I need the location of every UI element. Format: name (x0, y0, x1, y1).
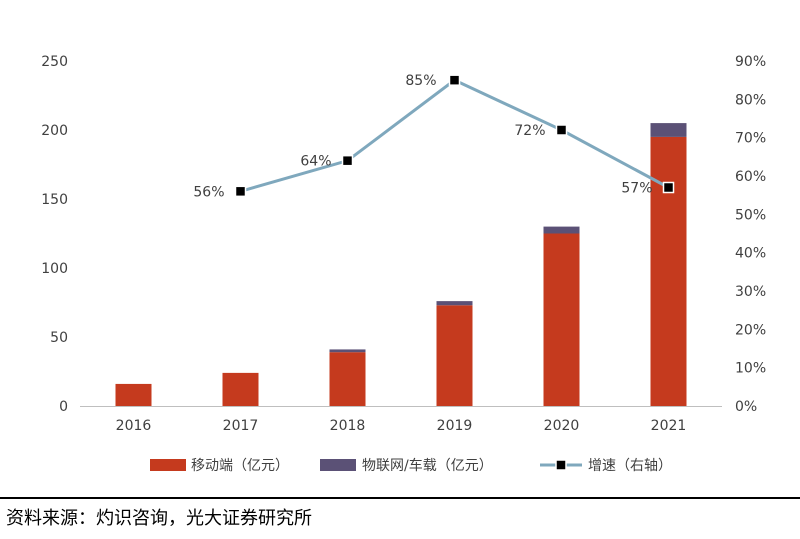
bar-iot (436, 301, 473, 306)
right-tick-label: 40% (735, 246, 766, 262)
right-tick-label: 0% (735, 399, 757, 415)
growth-marker (234, 185, 247, 198)
x-tick-label: 2016 (116, 418, 152, 434)
left-tick-label: 250 (41, 54, 68, 70)
legend-label-iot: 物联网/车载（亿元） (362, 457, 493, 474)
legend-label-mobile: 移动端（亿元） (191, 458, 289, 474)
right-tick-label: 30% (735, 284, 766, 300)
growth-line (240, 78, 670, 193)
growth-data-label: 64% (300, 154, 331, 170)
x-tick-label: 2017 (223, 418, 259, 434)
legend-swatch-mobile (150, 459, 186, 471)
bar-iot (329, 349, 366, 353)
bar-mobile (436, 305, 473, 406)
growth-data-label: 57% (621, 181, 652, 197)
right-tick-label: 50% (735, 207, 766, 223)
growth-marker (448, 74, 461, 86)
right-tick-label: 60% (735, 169, 766, 185)
bar-iot (650, 123, 687, 137)
legend-swatch-iot (320, 459, 356, 471)
bar-mobile (650, 136, 687, 406)
source-note: 资料来源：灼识咨询，光大证券研究所 (6, 508, 312, 529)
left-tick-label: 200 (41, 123, 68, 139)
bar-mobile (329, 352, 366, 406)
bar-mobile (115, 383, 152, 406)
left-tick-label: 100 (41, 261, 68, 277)
growth-marker (555, 124, 568, 136)
left-tick-label: 50 (50, 330, 68, 346)
legend-label-growth: 增速（右轴） (588, 458, 672, 474)
growth-marker (341, 154, 354, 167)
x-tick-label: 2018 (330, 418, 366, 434)
chart: 56% 64% 85% 72% 57% 0 50 100 150 200 250 0% 10% 20% 3… (41, 54, 766, 474)
growth-marker (662, 181, 675, 194)
x-tick-label: 2020 (544, 418, 580, 434)
bar-iot (543, 226, 580, 234)
right-tick-label: 70% (735, 131, 766, 147)
left-tick-label: 0 (59, 399, 68, 415)
bar-mobile (222, 372, 259, 406)
legend-marker-growth (555, 459, 567, 471)
right-tick-label: 90% (735, 54, 766, 70)
bar-mobile (543, 233, 580, 406)
source-divider (0, 497, 800, 499)
x-tick-label: 2019 (437, 418, 473, 434)
x-tick-label: 2021 (651, 418, 687, 434)
left-tick-label: 150 (41, 192, 68, 208)
right-tick-label: 10% (735, 361, 766, 377)
growth-data-label: 56% (193, 184, 224, 200)
growth-data-label: 85% (405, 73, 436, 89)
right-tick-label: 20% (735, 322, 766, 338)
growth-data-label: 72% (514, 123, 545, 139)
right-tick-label: 80% (735, 92, 766, 108)
